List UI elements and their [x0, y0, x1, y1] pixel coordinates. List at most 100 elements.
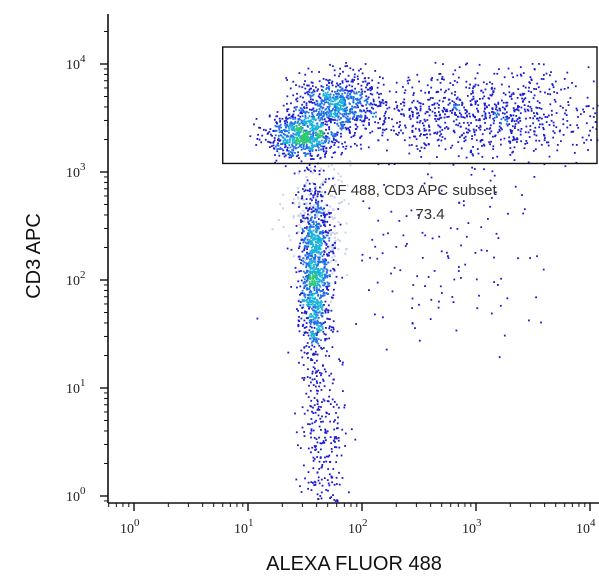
faint-point: [334, 245, 336, 248]
data-point: [318, 169, 321, 172]
data-point: [337, 125, 340, 127]
data-point: [314, 313, 317, 316]
data-point: [411, 125, 414, 128]
data-point: [510, 93, 513, 96]
data-point: [289, 154, 292, 156]
data-point: [314, 449, 316, 451]
data-point: [347, 112, 350, 115]
data-point: [268, 115, 271, 118]
data-point: [283, 152, 286, 155]
data-point: [567, 101, 570, 103]
data-point: [337, 208, 340, 210]
data-point: [327, 289, 330, 291]
data-point: [481, 139, 484, 141]
data-point: [540, 78, 543, 80]
data-point: [293, 127, 295, 130]
data-point: [295, 98, 297, 101]
data-point: [495, 115, 498, 118]
data-point: [333, 116, 336, 119]
data-point: [411, 131, 414, 133]
data-point: [294, 136, 296, 139]
data-point: [304, 254, 307, 257]
data-point: [301, 112, 303, 115]
data-point: [300, 110, 303, 112]
data-point: [340, 104, 343, 107]
data-point: [320, 466, 323, 469]
data-point: [382, 233, 385, 236]
data-point: [357, 106, 359, 109]
data-point: [319, 237, 322, 240]
data-point: [303, 122, 305, 125]
data-point: [329, 224, 331, 226]
data-point: [305, 266, 307, 269]
data-point: [302, 110, 305, 113]
data-point: [418, 121, 421, 124]
data-point: [313, 313, 316, 316]
data-point: [348, 102, 351, 105]
tick-exponent: 2: [80, 269, 86, 281]
data-point: [469, 151, 472, 154]
data-point: [306, 270, 308, 273]
data-point: [313, 286, 316, 288]
faint-point: [332, 241, 335, 244]
data-point: [309, 95, 312, 98]
data-point: [317, 451, 320, 453]
data-point: [509, 140, 512, 143]
data-point: [306, 152, 309, 155]
gate-rectangle[interactable]: [222, 46, 598, 165]
data-point: [325, 231, 328, 233]
data-point: [277, 135, 280, 137]
data-point: [458, 98, 461, 101]
data-point: [304, 310, 306, 313]
data-point: [316, 319, 319, 322]
data-point: [315, 445, 317, 447]
data-point: [353, 115, 355, 118]
data-point: [302, 364, 305, 366]
data-point: [286, 142, 288, 145]
data-point: [328, 355, 331, 357]
data-point: [436, 78, 439, 81]
faint-point: [330, 234, 332, 237]
data-point: [328, 177, 330, 180]
data-point: [351, 108, 353, 111]
data-point: [319, 132, 322, 134]
data-point: [312, 264, 315, 266]
data-point: [310, 109, 313, 111]
data-point: [359, 115, 361, 118]
data-point: [493, 72, 496, 75]
data-point: [332, 137, 335, 140]
data-point: [445, 126, 448, 128]
data-point: [319, 97, 322, 99]
data-point: [319, 253, 322, 256]
data-point: [367, 77, 370, 79]
data-point: [313, 217, 316, 219]
faint-point: [331, 186, 334, 188]
data-point: [316, 208, 319, 211]
data-point: [472, 87, 474, 90]
faint-point: [303, 220, 306, 223]
data-point: [332, 96, 335, 99]
data-point: [371, 79, 374, 82]
data-point: [447, 257, 450, 259]
data-point: [319, 294, 322, 297]
data-point: [323, 267, 326, 270]
data-point: [457, 270, 460, 272]
data-point: [380, 101, 383, 104]
data-point: [300, 349, 303, 352]
data-point: [316, 392, 319, 395]
data-point: [303, 124, 306, 126]
data-point: [350, 97, 353, 100]
data-point: [354, 132, 356, 134]
data-point: [318, 143, 320, 146]
data-point: [393, 129, 395, 132]
data-point: [538, 126, 541, 129]
data-point: [289, 137, 291, 140]
data-point: [514, 102, 517, 105]
data-point: [289, 122, 292, 124]
data-point: [317, 205, 319, 207]
data-point: [324, 225, 327, 228]
data-point: [426, 111, 429, 113]
data-point: [436, 118, 439, 120]
data-point: [311, 121, 314, 123]
data-point: [501, 99, 503, 102]
